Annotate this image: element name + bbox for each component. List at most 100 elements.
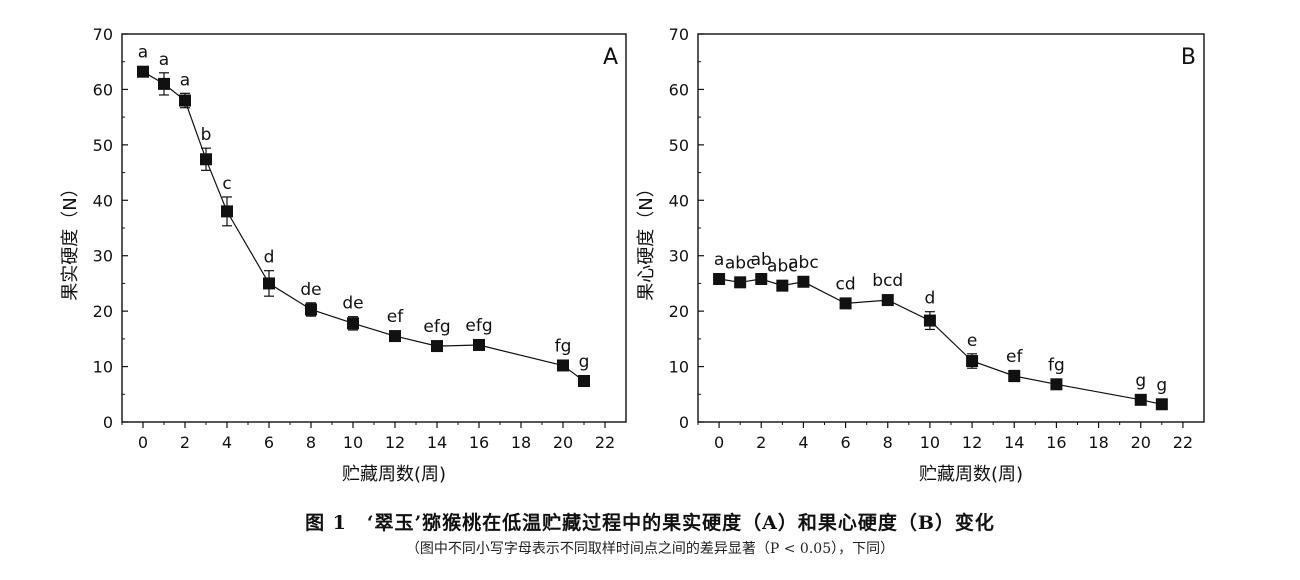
panel-a-panel-letter: A: [603, 45, 618, 70]
panel-a-data-point: [179, 94, 191, 107]
panel-b-plot-frame: [697, 33, 1205, 423]
panel-b-x-axis-label: 贮藏周数(周): [919, 464, 1023, 485]
panel-a-x-tick-label: 20: [553, 433, 573, 452]
panel-a-data-point: [473, 338, 485, 351]
panel-b-x-tick-label: 12: [962, 433, 982, 452]
panel-a-significance-letter: fg: [555, 336, 572, 356]
panel-b-y-axis-label: 果心硬度（N）: [636, 179, 657, 300]
panel-b-significance-letter: d: [925, 289, 936, 309]
panel-a-significance-letter: a: [138, 43, 148, 63]
panel-a-x-tick-label: 10: [343, 433, 363, 452]
panel-b-significance-letter: ab: [751, 250, 772, 270]
panel-b-panel-letter: B: [1181, 45, 1196, 70]
panel-b-data-point: [797, 275, 810, 288]
panel-a-significance-letter: b: [201, 125, 212, 145]
panel-a-data-point: [263, 277, 275, 290]
panel-a-x-tick-label: 4: [222, 433, 232, 452]
panel-a-x-tick-label: 12: [385, 433, 405, 452]
panel-b-y-tick-label: 40: [669, 191, 689, 210]
panel-a-data-point: [347, 317, 359, 330]
panel-a-data-point: [305, 303, 317, 316]
panel-a-x-tick-label: 0: [138, 433, 148, 452]
panel-b-data-point: [966, 355, 979, 368]
panel-a-y-tick-label: 0: [103, 413, 113, 432]
panel-a-plot-frame: [121, 33, 627, 423]
panel-a-y-tick-label: 50: [93, 136, 113, 155]
panel-b-x-tick-label: 4: [798, 433, 808, 452]
panel-b-x-tick-label: 22: [1173, 433, 1193, 452]
panel-a-y-tick-label: 70: [93, 25, 113, 44]
panel-a-significance-letter: d: [264, 248, 275, 268]
panel-a-significance-letter: a: [180, 70, 190, 90]
panel-a-x-tick-label: 14: [427, 433, 447, 452]
panel-a-y-axis-label: 果实硬度（N）: [60, 179, 81, 300]
panel-a-significance-letter: g: [579, 352, 590, 372]
panel-b-significance-letter: g: [1135, 371, 1146, 391]
panel-b-significance-letter: a: [714, 250, 724, 270]
panel-a-y-tick-label: 20: [93, 302, 113, 321]
panel-b-data-point: [1155, 398, 1168, 411]
panel-b-x-tick-label: 6: [840, 433, 850, 452]
panel-b-significance-letter: g: [1156, 375, 1167, 395]
panel-b-x-tick-label: 8: [883, 433, 893, 452]
panel-a-x-tick-label: 18: [511, 433, 531, 452]
panel-b-y-tick-label: 0: [679, 413, 689, 432]
panel-b-significance-letter: abc: [767, 257, 798, 277]
panel-a-significance-letter: de: [342, 294, 363, 314]
panel-b-y-tick-label: 30: [669, 247, 689, 266]
panel-a-significance-letter: a: [159, 50, 169, 70]
panel-b-y-tick-label: 60: [669, 80, 689, 99]
panel-a-series-line: [142, 71, 585, 382]
panel-b-data-point: [839, 297, 852, 310]
panel-a-x-tick-label: 16: [469, 433, 489, 452]
panel-b-data-point: [755, 272, 768, 285]
panel-b-y-tick-label: 10: [669, 358, 689, 377]
panel-b-x-tick-label: 14: [1004, 433, 1024, 452]
panel-b-y-tick-label: 70: [669, 25, 689, 44]
panel-b-significance-letter: ef: [1006, 347, 1023, 367]
panel-b-x-tick-label: 10: [920, 433, 940, 452]
panel-a-y-tick-label: 40: [93, 191, 113, 210]
panel-b-x-tick-label: 20: [1131, 433, 1151, 452]
panel-b-series-line: [719, 278, 1162, 405]
panel-b-x-tick-label: 2: [756, 433, 766, 452]
panel-a-x-tick-label: 2: [180, 433, 190, 452]
panel-b-significance-letter: cd: [836, 274, 856, 294]
panel-a-y-tick-label: 30: [93, 247, 113, 266]
panel-a-significance-letter: efg: [423, 317, 450, 337]
panel-b-significance-letter: fg: [1048, 355, 1065, 375]
panel-a-x-tick-label: 6: [264, 433, 274, 452]
panel-a-data-point: [557, 359, 569, 372]
panel-a-data-point: [221, 205, 233, 218]
figure-caption-title: 图 1 ‘翠玉’猕猴桃在低温贮藏过程中的果实硬度（A）和果心硬度（B）变化: [305, 512, 995, 534]
panel-a-x-tick-label: 8: [306, 433, 316, 452]
panel-b-data-point: [1008, 369, 1021, 382]
panel-b-significance-letter: abc: [788, 253, 819, 273]
panel-a-data-point: [200, 153, 212, 166]
panel-b-x-tick-label: 0: [714, 433, 724, 452]
panel-a-x-axis-label: 贮藏周数(周): [342, 464, 446, 485]
panel-b-significance-letter: bcd: [872, 271, 903, 291]
panel-b-significance-letter: abc: [725, 253, 756, 273]
panel-b-data-point: [776, 279, 789, 292]
panel-a-y-tick-label: 10: [93, 358, 113, 377]
panel-b-x-tick-label: 18: [1088, 433, 1108, 452]
panel-a-x-tick-label: 22: [595, 433, 615, 452]
panel-a-data-point: [158, 77, 170, 90]
panel-b-significance-letter: e: [967, 331, 977, 351]
panel-b-data-point: [734, 276, 747, 289]
panel-a-significance-letter: ef: [387, 307, 404, 327]
panel-a-significance-letter: de: [300, 280, 321, 300]
panel-a-significance-letter: efg: [465, 316, 492, 336]
panel-b-data-point: [1134, 393, 1147, 406]
panel-b-y-tick-label: 50: [669, 136, 689, 155]
panel-a-significance-letter: c: [222, 174, 231, 194]
panel-b-data-point: [1050, 378, 1063, 391]
panel-a-data-point: [578, 374, 590, 387]
panel-a-data-point: [389, 330, 401, 343]
panel-b-data-point: [713, 272, 726, 285]
panel-a-y-tick-label: 60: [93, 80, 113, 99]
panel-b-y-tick-label: 20: [669, 302, 689, 321]
panel-b-data-point: [923, 314, 936, 327]
